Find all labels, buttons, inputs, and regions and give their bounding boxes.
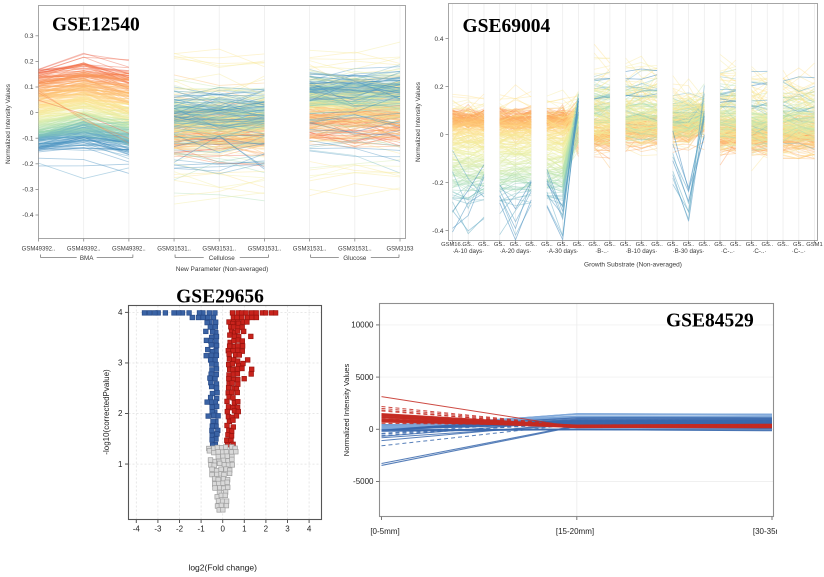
svg-text:GS..: GS.. xyxy=(777,242,789,248)
svg-text:·C-..·: ·C-..· xyxy=(792,248,806,255)
svg-text:GS..: GS.. xyxy=(510,242,522,248)
svg-text:3: 3 xyxy=(118,359,123,368)
svg-text:-3: -3 xyxy=(154,525,162,534)
svg-text:-0.4: -0.4 xyxy=(432,228,444,235)
svg-text:GS..: GS.. xyxy=(683,242,695,248)
svg-text:·A-30 days·: ·A-30 days· xyxy=(547,248,579,255)
svg-text:-0.2: -0.2 xyxy=(432,180,444,187)
svg-text:GS..: GS.. xyxy=(636,242,648,248)
svg-text:-0.2: -0.2 xyxy=(22,161,34,168)
svg-text:GSM49392..: GSM49392.. xyxy=(22,247,56,253)
svg-text:0: 0 xyxy=(440,132,444,139)
svg-text:5000: 5000 xyxy=(356,373,374,382)
svg-text:·B-30 days·: ·B-30 days· xyxy=(673,248,705,255)
svg-text:GSE84529: GSE84529 xyxy=(666,311,754,332)
svg-text:Cellulose: Cellulose xyxy=(209,255,235,262)
svg-text:-1: -1 xyxy=(198,525,206,534)
svg-text:GSE69004: GSE69004 xyxy=(463,16,551,37)
svg-text:GS..: GS.. xyxy=(667,242,679,248)
svg-text:GS..: GS.. xyxy=(730,242,742,248)
svg-text:[30-35mm]: [30-35mm] xyxy=(753,527,791,536)
svg-text:0.4: 0.4 xyxy=(434,36,443,43)
svg-text:Normalized Intensity Values: Normalized Intensity Values xyxy=(5,83,12,164)
svg-text:0: 0 xyxy=(30,110,34,117)
svg-text:GSM31531..: GSM31531.. xyxy=(248,247,282,253)
svg-text:-2: -2 xyxy=(176,525,184,534)
svg-text:GSM16..: GSM16.. xyxy=(441,242,464,248)
svg-text:4: 4 xyxy=(307,525,312,534)
svg-text:Glucose: Glucose xyxy=(343,255,367,262)
svg-text:GS..: GS.. xyxy=(746,242,758,248)
svg-text:GSE29656: GSE29656 xyxy=(176,287,264,308)
svg-text:GS..: GS.. xyxy=(604,242,616,248)
svg-text:1: 1 xyxy=(242,525,247,534)
svg-text:GS..: GS.. xyxy=(541,242,553,248)
svg-text:·B-..·: ·B-..· xyxy=(595,248,609,255)
svg-text:GSM3153: GSM3153 xyxy=(386,247,414,253)
svg-text:GS..: GS.. xyxy=(793,242,805,248)
svg-text:GSM31531..: GSM31531.. xyxy=(293,247,327,253)
svg-text:1: 1 xyxy=(118,460,123,469)
svg-text:-4: -4 xyxy=(133,525,141,534)
svg-text:0.3: 0.3 xyxy=(24,33,33,40)
svg-text:GS..: GS.. xyxy=(699,242,711,248)
svg-text:2: 2 xyxy=(118,409,123,418)
svg-text:Normalized Intensity Values: Normalized Intensity Values xyxy=(342,364,351,457)
svg-text:0.2: 0.2 xyxy=(434,84,443,91)
svg-text:·A-10 days·: ·A-10 days· xyxy=(452,248,484,255)
svg-text:BMA: BMA xyxy=(80,255,94,262)
svg-text:4: 4 xyxy=(118,308,123,317)
svg-text:·C-..·: ·C-..· xyxy=(752,248,766,255)
svg-text:GSM49392..: GSM49392.. xyxy=(112,247,146,253)
svg-text:-5000: -5000 xyxy=(353,477,374,486)
svg-text:GS..: GS.. xyxy=(478,242,490,248)
svg-text:GS..: GS.. xyxy=(525,242,537,248)
svg-text:-0.1: -0.1 xyxy=(22,135,34,142)
svg-text:GS..: GS.. xyxy=(651,242,663,248)
svg-text:New Parameter (Non-averaged): New Parameter (Non-averaged) xyxy=(176,266,268,273)
svg-text:-log10(correctedPvalue): -log10(correctedPvalue) xyxy=(102,369,111,455)
svg-text:-0.4: -0.4 xyxy=(22,212,34,219)
svg-text:10000: 10000 xyxy=(351,321,374,330)
svg-text:GS..: GS.. xyxy=(620,242,632,248)
svg-text:GSM1: GSM1 xyxy=(806,242,822,248)
svg-text:-0.3: -0.3 xyxy=(22,187,34,194)
svg-text:GS..: GS.. xyxy=(573,242,585,248)
svg-text:·B-10 days·: ·B-10 days· xyxy=(625,248,657,255)
svg-text:·A-20 days·: ·A-20 days· xyxy=(499,248,531,255)
svg-text:GSM31531..: GSM31531.. xyxy=(202,247,236,253)
svg-text:GSM31531..: GSM31531.. xyxy=(338,247,372,253)
svg-text:Normalized Intensity Values: Normalized Intensity Values xyxy=(415,81,422,162)
svg-text:0: 0 xyxy=(369,425,374,434)
svg-text:2: 2 xyxy=(264,525,269,534)
svg-text:[15-20mm]: [15-20mm] xyxy=(556,527,594,536)
svg-text:log2(Fold change): log2(Fold change) xyxy=(188,563,257,573)
svg-text:0: 0 xyxy=(220,525,225,534)
svg-text:[0-5mm]: [0-5mm] xyxy=(370,527,399,536)
svg-text:3: 3 xyxy=(285,525,290,534)
svg-text:GS..: GS.. xyxy=(494,242,506,248)
svg-text:0.1: 0.1 xyxy=(24,84,33,91)
svg-text:GS..: GS.. xyxy=(588,242,600,248)
svg-text:GS..: GS.. xyxy=(761,242,773,248)
svg-text:GS..: GS.. xyxy=(462,242,474,248)
svg-text:·C-..·: ·C-..· xyxy=(721,248,735,255)
svg-text:GSM31531..: GSM31531.. xyxy=(157,247,191,253)
svg-text:GSM49392..: GSM49392.. xyxy=(67,247,101,253)
svg-text:0.2: 0.2 xyxy=(24,59,33,66)
svg-text:GS..: GS.. xyxy=(557,242,569,248)
svg-text:GSE12540: GSE12540 xyxy=(52,15,140,36)
svg-text:GS..: GS.. xyxy=(714,242,726,248)
svg-text:Growth Substrate (Non-averaged: Growth Substrate (Non-averaged) xyxy=(584,262,682,269)
